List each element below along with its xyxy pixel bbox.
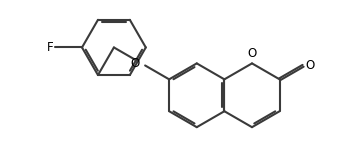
Text: O: O	[131, 57, 140, 70]
Text: F: F	[47, 41, 53, 54]
Text: O: O	[247, 47, 257, 60]
Text: O: O	[306, 59, 315, 72]
